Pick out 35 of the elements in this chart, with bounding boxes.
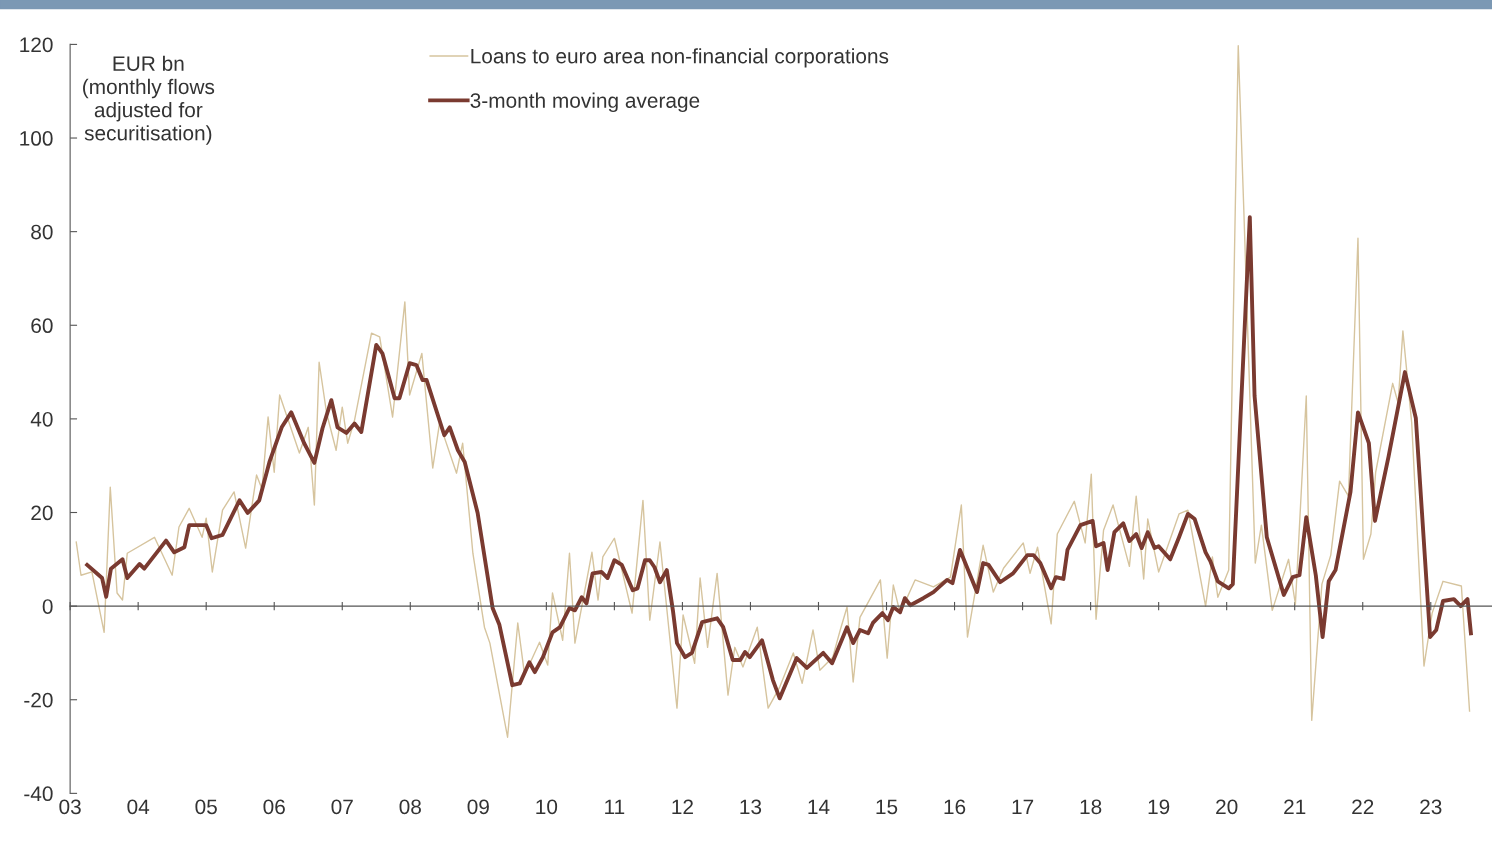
x-tick-label: 23 — [1420, 799, 1442, 815]
y-tick-label: 0 — [42, 599, 53, 614]
line-series — [85, 215, 1473, 701]
y-tick-label: 80 — [31, 224, 53, 240]
x-tick-label: 20 — [1216, 799, 1238, 815]
line-series — [75, 45, 1471, 738]
y-tick-label: 40 — [30, 411, 53, 427]
x-tick-label: 15 — [876, 799, 898, 815]
legend-label: Loans to euro area non-financial corporations — [471, 48, 889, 68]
x-tick-label: 13 — [740, 799, 762, 815]
x-tick-label: 12 — [672, 799, 693, 815]
x-tick-label: 04 — [127, 799, 150, 815]
x-tick-label: 16 — [944, 799, 966, 815]
x-tick-label: 11 — [605, 799, 625, 815]
legend-label: 3-month moving average — [470, 92, 700, 113]
x-tick-label: 22 — [1352, 799, 1374, 815]
x-tick-label: 19 — [1148, 799, 1170, 815]
y-tick-label: 120 — [20, 37, 53, 53]
x-tick-label: 03 — [59, 799, 81, 815]
y-tick-label: -20 — [24, 692, 53, 708]
x-tick-label: 06 — [263, 799, 285, 815]
y-tick-label: 100 — [20, 131, 53, 146]
y-tick-label: 60 — [31, 318, 53, 334]
x-tick-label: 17 — [1012, 799, 1034, 815]
x-tick-label: 08 — [399, 799, 421, 815]
x-tick-label: 07 — [331, 799, 353, 815]
y-tick-label: 20 — [31, 505, 53, 521]
x-tick-label: 18 — [1080, 799, 1102, 815]
x-tick-label: 21 — [1284, 799, 1306, 815]
x-tick-label: 05 — [195, 799, 217, 815]
x-tick-label: 14 — [808, 799, 830, 815]
y-axis-title: EUR bn (monthly flows adjusted for securitisation) — [83, 55, 215, 145]
x-tick-label: 09 — [467, 799, 489, 815]
y-tick-label: -40 — [24, 786, 53, 802]
x-tick-label: 10 — [536, 799, 558, 815]
